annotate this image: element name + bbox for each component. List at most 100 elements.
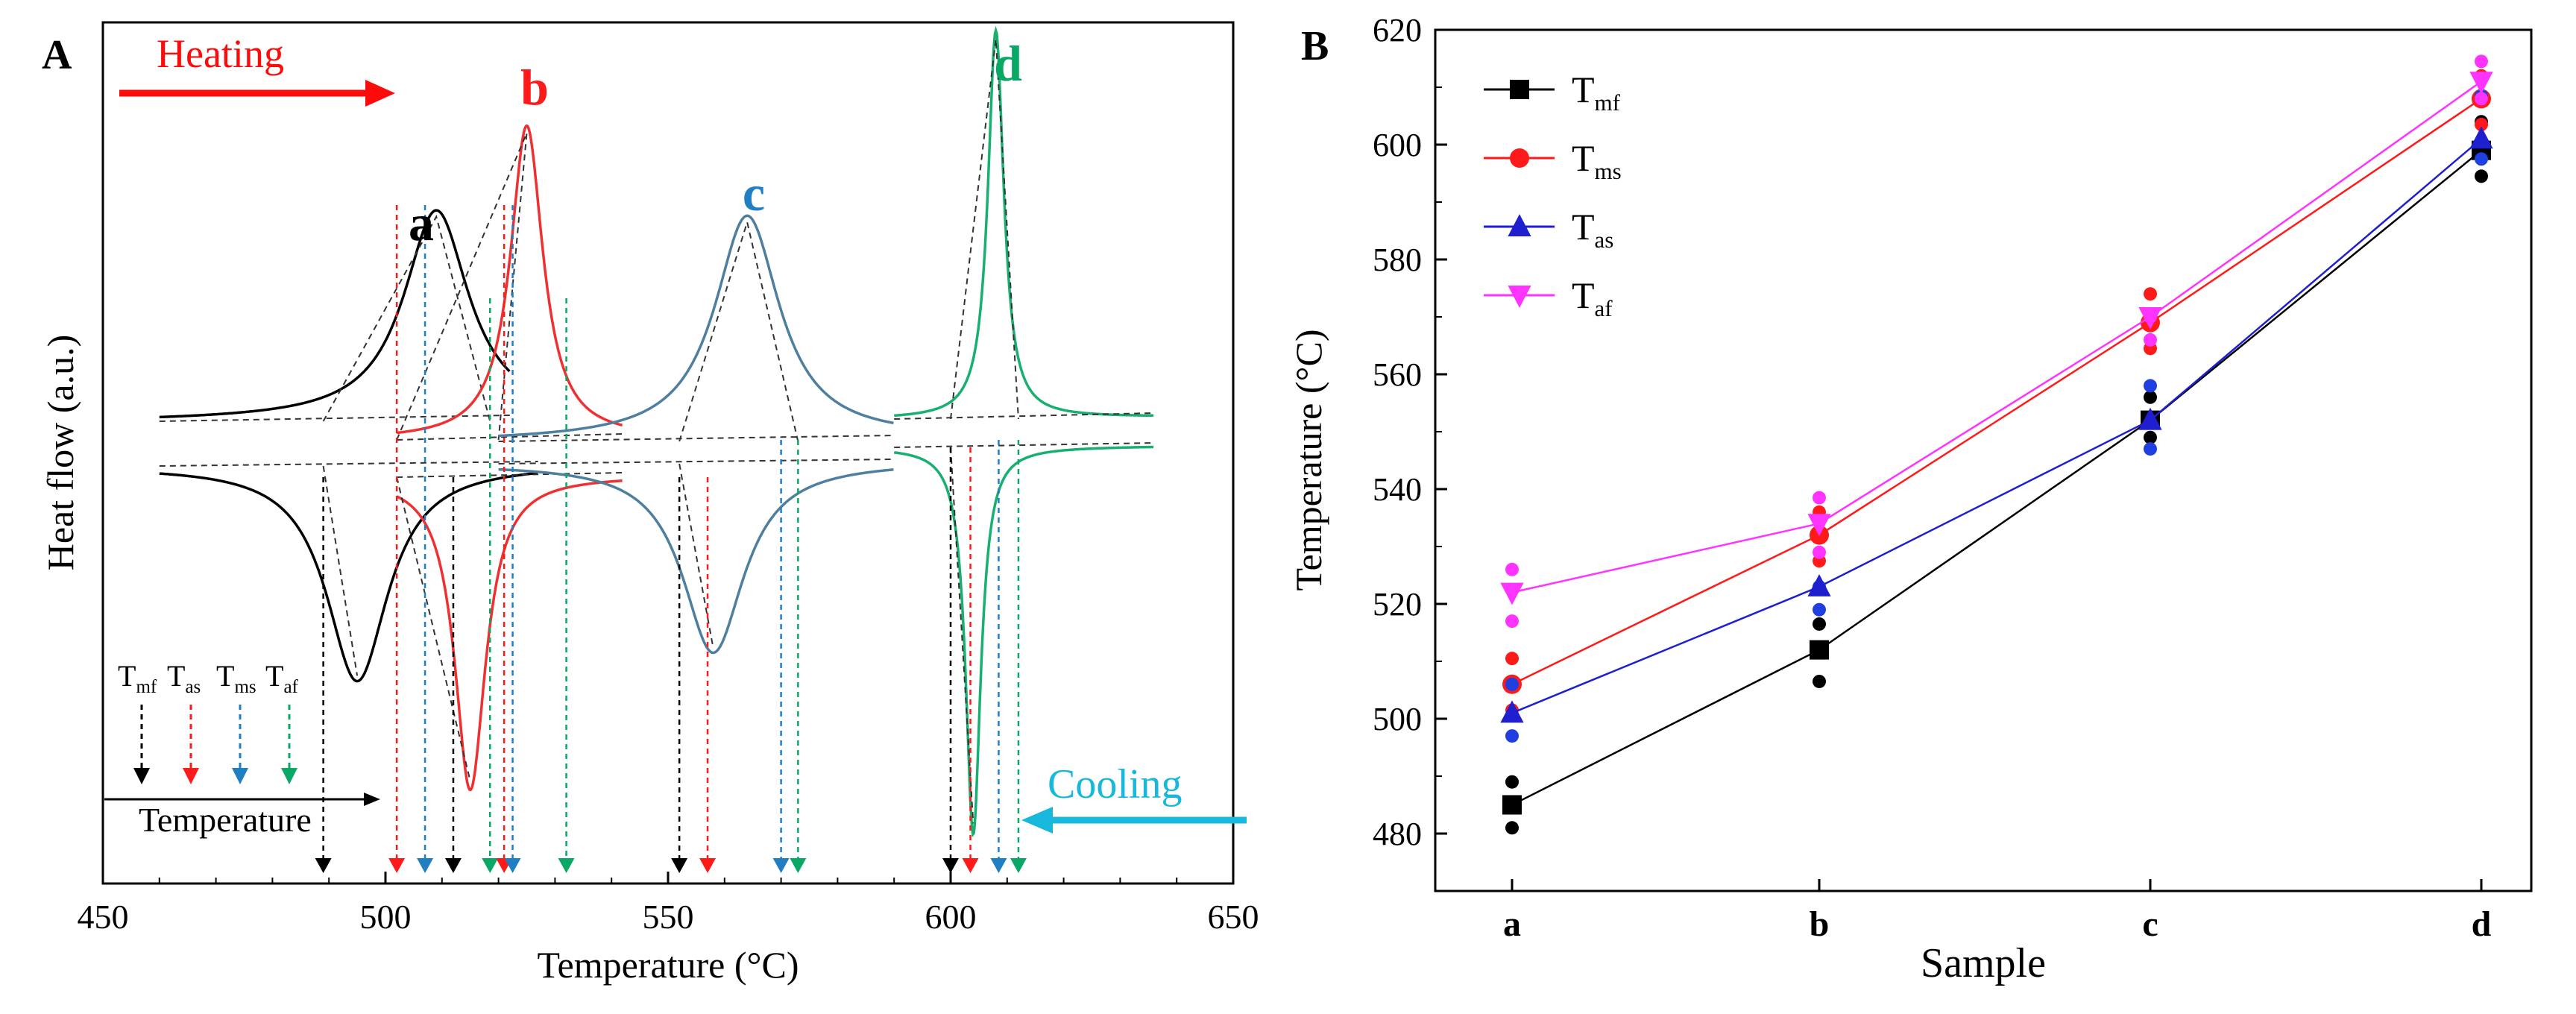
mean-point-Tas-c [2138,407,2162,430]
mean-point-Taf-c [2138,307,2162,330]
cooling-curve-d [893,445,1154,838]
cooling-curve-b [396,479,623,792]
mean-point-Tas-d [2469,126,2493,149]
scatter-point-Taf-d-0 [2475,92,2488,106]
scatter-point-Taf-c-0 [2144,333,2157,347]
cooling-arrow [1021,807,1247,834]
series-Tas [1500,89,2493,743]
panel-b-label: B [1301,23,1329,69]
legend-marker-Tmf [1510,80,1529,99]
cooling-curve-a [159,471,538,683]
heating-arrow [119,80,395,107]
marker-as-502 [388,858,406,873]
legend-Taf: Taf [265,659,299,697]
curve-label-c: c [743,165,765,221]
marker-ms-608.5 [990,858,1007,873]
scatter-point-Tas-d-0 [2475,152,2488,166]
panel-a-marker-legend: Tmf Tas Tms Taf [118,659,299,784]
x-tick-label-600: 600 [925,898,977,936]
y-tick-label-520: 520 [1373,586,1422,623]
scatter-point-Tas-c-0 [2144,442,2157,456]
scatter-point-Tmf-b-0 [1813,674,1826,688]
panel-a-y-axis-label: Heat flow (a.u.) [40,335,81,571]
scatter-point-Tmf-c-1 [2144,390,2157,404]
panel-b-frame [1434,28,2533,892]
scatter-point-Tms-a-1 [1505,652,1519,666]
series-Tms [1502,69,2491,717]
marker-mf-512 [444,858,462,873]
legend-marker-Tas [1508,214,1531,236]
scatter-point-Taf-b-1 [1813,491,1826,505]
y-tick-label-560: 560 [1373,356,1422,393]
marker-af-532 [558,858,575,873]
series-line-Tms [1511,98,2482,685]
panel-a: A 450 500 550 600 650 Temperature (°C) Heat … [40,21,1259,986]
scatter-point-Taf-b-0 [1813,545,1826,559]
heating-annotation: Heating [157,31,284,76]
mean-point-Tas-a [1500,700,1524,723]
tangent-construction-a [159,214,538,676]
marker-mf-489 [315,858,332,873]
mean-point-Taf-d [2469,72,2493,95]
legend-Tas: Tas [167,659,201,697]
series-line-Tas [1511,138,2482,714]
marker-mf-552 [671,858,688,873]
mean-point-Tmf-b [1810,640,1829,660]
cooling-annotation: Cooling [1048,761,1182,807]
panel-a-x-axis-label: Temperature (°C) [537,944,799,986]
mean-point-Taf-a [1500,582,1524,605]
heating-curve-c [498,214,894,438]
panel-a-label: A [42,32,72,78]
panel-b-y-axis-label: Temperature (°C) [1288,329,1329,591]
x-tick-label-550: 550 [643,898,694,936]
panel-b-x-axis: a b c d [1503,879,2492,944]
cooling-curve-c [498,467,894,655]
series-Tmf [1502,115,2491,835]
temperature-arrow-label: Temperature [139,801,312,839]
x-tick-label-500: 500 [360,898,412,936]
legend-arrow-af [281,768,297,784]
heating-curve-a [159,209,511,419]
scatter-point-Tmf-a-0 [1505,821,1519,835]
scatter-point-Tmf-a-1 [1505,775,1519,789]
scatter-point-Tms-c-1 [2144,287,2157,301]
y-tick-label-480: 480 [1373,816,1422,852]
legend-label-Taf: Taf [1572,274,1613,321]
curve-label-d: d [994,35,1022,92]
scatter-point-Taf-a-1 [1505,562,1519,576]
mean-point-Taf-b [1807,514,1831,537]
marker-ms-522.5 [504,858,521,873]
y-tick-label-580: 580 [1373,242,1422,278]
scatter-point-Tms-d-0 [2475,118,2488,132]
temperature-arrow [104,793,380,806]
mean-point-Tas-b [1807,574,1831,596]
scatter-point-Tas-a-0 [1505,729,1519,743]
legend-marker-Tms [1510,148,1529,168]
panel-b-x-axis-label: Sample [1921,940,2046,986]
mean-point-Tmf-a [1502,795,1522,815]
legend-label-Tas: Tas [1572,206,1613,253]
tangent-construction-d [894,39,1154,824]
curve-label-a: a [409,195,434,251]
marker-af-518.5 [482,858,499,873]
scatter-point-Taf-a-0 [1505,614,1519,629]
marker-as-557 [699,858,717,873]
marker-as-603.5 [962,858,979,873]
panel-a-x-axis: 450 500 550 600 650 [78,872,1259,936]
y-tick-label-500: 500 [1373,701,1422,737]
y-tick-label-620: 620 [1373,12,1422,48]
heating-curve-b [397,124,623,435]
legend-Tmf: Tmf [118,659,157,697]
x-tick-label-a: a [1503,904,1521,944]
scatter-point-Tmf-d-0 [2475,169,2488,183]
legend-label-Tmf: Tmf [1572,69,1621,116]
scatter-point-Tas-b-0 [1813,602,1826,617]
x-tick-label-650: 650 [1208,898,1259,936]
scatter-point-Tas-c-1 [2144,379,2157,393]
series-line-Tmf [1511,149,2482,806]
panel-b-y-axis: 480 500 520 540 560 580 600 620 [1373,12,1447,852]
marker-ms-507 [417,858,434,873]
heating-curve-d [894,25,1154,418]
series-Taf [1500,54,2493,629]
